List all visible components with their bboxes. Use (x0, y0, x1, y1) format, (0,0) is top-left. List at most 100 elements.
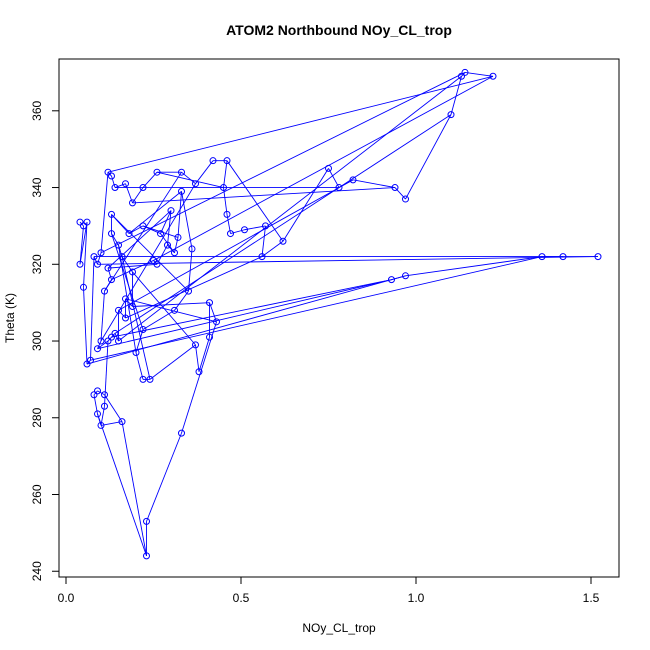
series-segment (111, 260, 154, 281)
data-point (146, 375, 154, 383)
data-point (174, 233, 182, 241)
data-point (171, 249, 178, 257)
data-point (129, 268, 136, 276)
x-axis: 0.0 0.5 1.0 1.5 (58, 576, 600, 605)
data-point (153, 260, 161, 268)
series-segment (114, 333, 119, 342)
series-segment (121, 256, 151, 380)
series-segment (142, 225, 179, 238)
data-point (262, 222, 269, 230)
series-segment (114, 183, 126, 188)
series-segment (97, 340, 109, 350)
series-segment (282, 168, 329, 242)
series-segment (100, 172, 109, 253)
data-point (83, 218, 91, 226)
data-point (594, 253, 602, 261)
x-axis-label: NOy_CL_trop (302, 621, 376, 635)
series-segment (97, 340, 102, 349)
data-point (402, 272, 409, 280)
series-segment (352, 179, 396, 188)
series-segment (90, 256, 95, 361)
data-point (349, 176, 357, 184)
series-segment (107, 210, 172, 269)
series-segment (107, 336, 112, 342)
data-point (458, 72, 465, 80)
data-point (178, 429, 185, 437)
data-point (118, 253, 126, 261)
data-point (108, 172, 115, 180)
y-tick-label: 280 (30, 407, 44, 427)
data-point (192, 180, 199, 188)
series-segment (86, 359, 91, 365)
series-segment (97, 256, 599, 265)
series-segment (394, 187, 406, 200)
data-point (157, 230, 164, 238)
data-point (115, 306, 122, 314)
data-point (227, 230, 234, 238)
data-point (125, 230, 133, 238)
data-point (209, 157, 217, 165)
series-segment (104, 171, 182, 292)
series-segment (93, 390, 98, 396)
data-point (101, 402, 108, 410)
series-segment (111, 233, 119, 246)
series-segment (97, 413, 147, 557)
x-tick-label: 0.0 (58, 591, 75, 605)
series-segment (244, 225, 266, 231)
data-point (90, 391, 98, 399)
data-point (129, 302, 136, 310)
series-segment (104, 340, 109, 407)
series-segment (114, 114, 452, 334)
series-segment (111, 214, 189, 292)
series-segment (464, 71, 494, 77)
x-tick-label: 1.0 (408, 591, 425, 605)
y-tick-label: 240 (30, 561, 44, 581)
series-segment (125, 256, 263, 319)
data-point (195, 368, 203, 376)
series-segment (79, 225, 84, 265)
data-point (101, 391, 108, 399)
data-point (143, 552, 150, 560)
data-point (213, 318, 220, 326)
series-segment (111, 233, 144, 330)
series-segment (177, 191, 182, 238)
series-segment (79, 222, 88, 265)
series-segment (111, 333, 116, 338)
series-segment (118, 75, 462, 342)
series-segment (135, 352, 144, 380)
series-segment (223, 160, 228, 188)
data-point (178, 187, 185, 195)
data-point (335, 184, 343, 192)
data-point (185, 287, 192, 295)
data-point (388, 276, 395, 284)
data-point (139, 326, 147, 334)
data-point (461, 68, 469, 76)
data-point (122, 295, 129, 303)
series-segment (125, 298, 133, 307)
series-segment (104, 394, 123, 422)
series-segment (261, 240, 284, 257)
series-segment (86, 275, 406, 365)
series-segment (111, 175, 116, 188)
series-segment (100, 291, 105, 342)
series-segment (195, 160, 214, 184)
data-point (178, 168, 185, 176)
data-point (139, 375, 147, 383)
series-segment (135, 329, 144, 353)
data-point (104, 337, 112, 345)
data-point (97, 421, 105, 429)
data-point (101, 287, 108, 295)
data-point (108, 230, 115, 238)
series-segment (181, 191, 193, 250)
series-segment (160, 210, 172, 234)
data-point (192, 341, 199, 349)
series-segment (100, 72, 466, 254)
data-point (122, 314, 129, 322)
data-point (150, 256, 157, 264)
series-segment (153, 75, 494, 261)
series-segment (100, 183, 196, 342)
series-segment (405, 256, 543, 277)
data-point (111, 329, 119, 337)
